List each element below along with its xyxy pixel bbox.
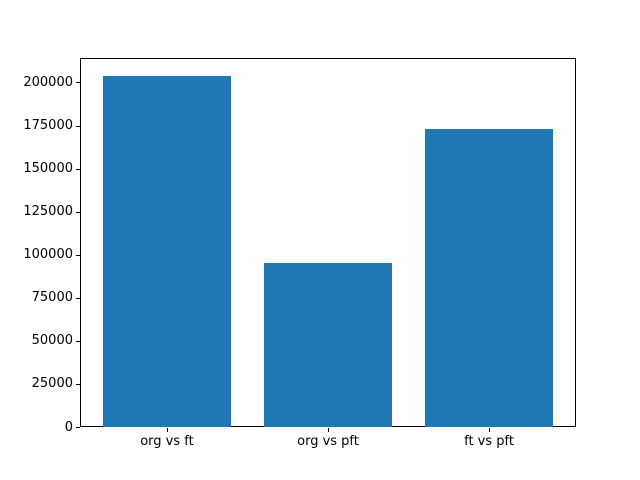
- y-tick-label: 175000: [23, 118, 73, 134]
- x-tick-label: org vs ft: [140, 434, 194, 449]
- y-tick-mark: [76, 168, 80, 170]
- x-tick-mark: [166, 428, 168, 432]
- y-tick-label: 75000: [31, 290, 73, 306]
- y-tick-mark: [76, 82, 80, 84]
- y-tick-mark: [76, 297, 80, 299]
- y-tick-label: 125000: [23, 204, 73, 220]
- bar-org-vs-pft: [263, 263, 393, 427]
- y-tick-label: 25000: [31, 376, 73, 392]
- y-tick-label: 0: [64, 419, 73, 435]
- x-tick-mark: [328, 428, 329, 432]
- y-tick-label: 50000: [31, 333, 73, 349]
- y-tick-label: 200000: [23, 74, 73, 90]
- y-tick-mark: [76, 211, 80, 213]
- y-tick-mark: [76, 427, 80, 428]
- y-tick-mark: [76, 340, 80, 342]
- y-tick-mark: [76, 125, 80, 127]
- y-tick-label: 150000: [23, 161, 73, 177]
- y-tick-mark: [76, 383, 80, 385]
- bar-org-vs-ft: [102, 75, 232, 427]
- x-tick-mark: [489, 428, 491, 432]
- y-tick-label: 100000: [23, 247, 73, 263]
- x-tick-label: org vs pft: [297, 434, 359, 449]
- x-tick-label: ft vs pft: [464, 434, 514, 449]
- y-tick-mark: [76, 254, 80, 256]
- bar-ft-vs-pft: [424, 128, 554, 427]
